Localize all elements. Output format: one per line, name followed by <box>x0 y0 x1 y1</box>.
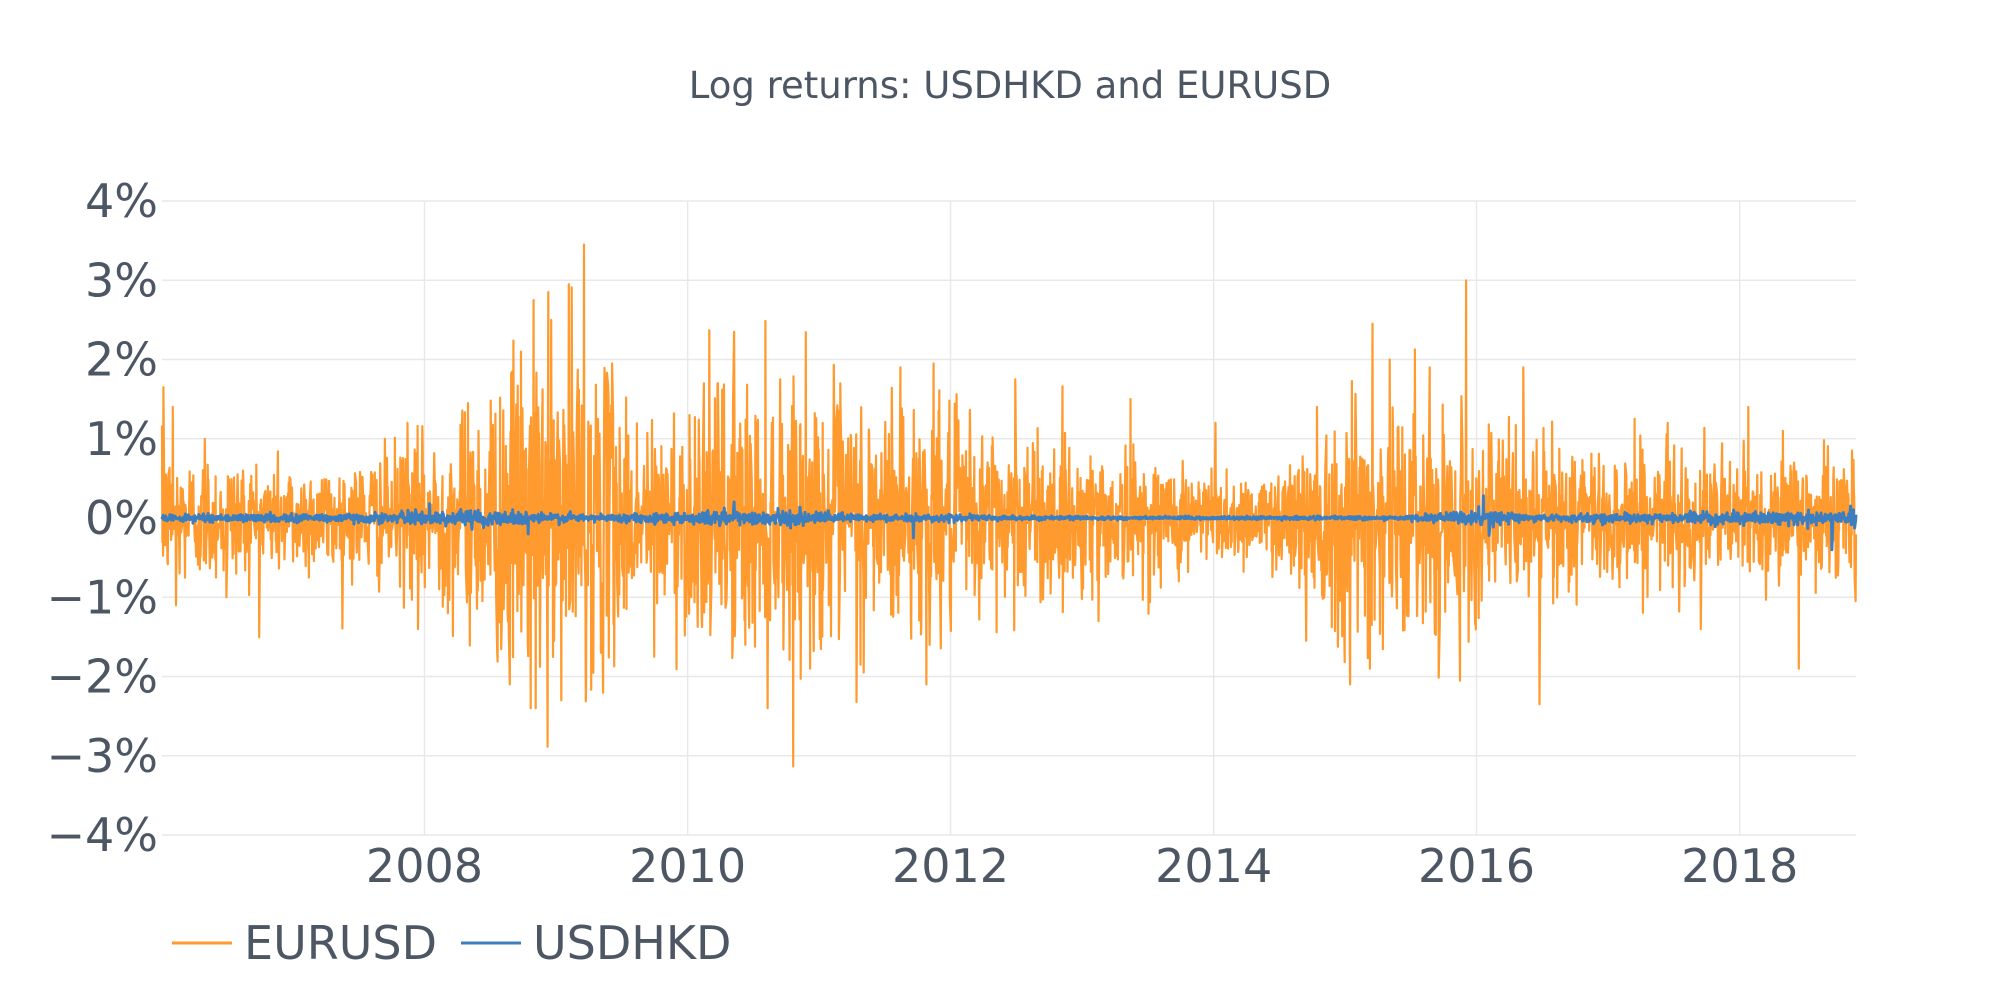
x-tick-label: 2008 <box>366 839 483 893</box>
y-tick-label: 0% <box>85 491 158 545</box>
series-line-eurusd <box>160 243 1858 768</box>
legend-label: USDHKD <box>533 916 731 970</box>
legend-label: EURUSD <box>244 916 437 970</box>
y-tick-label: −2% <box>46 650 158 704</box>
series-lines <box>160 243 1858 768</box>
legend-item-eurusd[interactable]: EURUSD <box>172 916 437 970</box>
y-tick-label: 4% <box>85 174 158 228</box>
x-axis-ticks: 2008 2010 2012 2014 2016 2018 <box>366 839 1798 893</box>
series-line-usdhkd <box>160 494 1858 552</box>
y-tick-label: −4% <box>46 808 158 862</box>
y-tick-label: 1% <box>85 412 158 466</box>
x-tick-label: 2010 <box>629 839 746 893</box>
y-axis-ticks: 4% 3% 2% 1% 0% −1% −2% −3% −4% <box>46 174 158 862</box>
y-tick-label: 3% <box>85 253 158 307</box>
x-tick-label: 2012 <box>892 839 1009 893</box>
x-tick-label: 2014 <box>1155 839 1272 893</box>
y-tick-label: −3% <box>46 729 158 783</box>
legend[interactable]: EURUSD USDHKD <box>172 916 731 970</box>
x-tick-label: 2016 <box>1418 839 1535 893</box>
y-tick-label: −1% <box>46 570 158 624</box>
legend-item-usdhkd[interactable]: USDHKD <box>460 916 731 970</box>
y-tick-label: 2% <box>85 333 158 387</box>
x-tick-label: 2018 <box>1681 839 1798 893</box>
chart-title: Log returns: USDHKD and EURUSD <box>689 64 1331 107</box>
